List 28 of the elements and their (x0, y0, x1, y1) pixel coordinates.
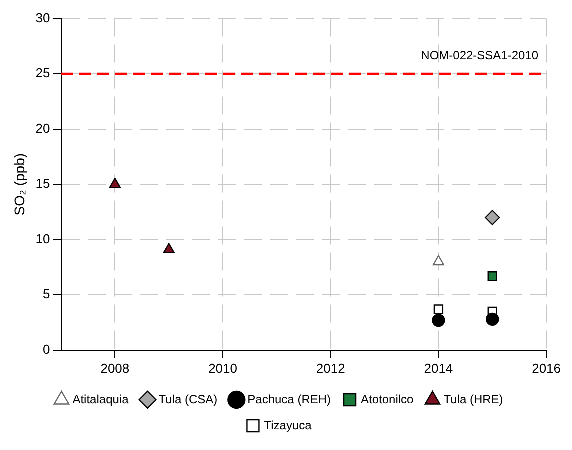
y-tick-label: 0 (43, 342, 50, 357)
point (163, 243, 175, 254)
y-tick-label: 30 (36, 10, 50, 26)
y-tick-label: 5 (43, 286, 50, 302)
legend-label: Pachuca (REH) (248, 392, 332, 406)
y-tick-label: 15 (36, 176, 50, 192)
point (434, 304, 444, 314)
x-tick-label: 2016 (532, 360, 561, 376)
y-tick-label: 25 (36, 66, 50, 81)
y-axis-title: SO₂ (ppb) (11, 153, 28, 216)
legend-label: Tula (CSA) (158, 392, 218, 406)
y-tick-label: 20 (36, 120, 50, 136)
y-tick-label: 10 (36, 231, 50, 246)
legend-label: Tula (HRE) (444, 392, 504, 406)
point (432, 314, 446, 328)
legend-label: Tizayuca (264, 418, 312, 432)
x-tick-label: 2008 (100, 360, 130, 376)
point (486, 312, 500, 326)
x-tick-label: 2014 (424, 360, 454, 376)
point (109, 178, 121, 188)
point (432, 255, 444, 266)
legend-label: Atotonilco (361, 392, 414, 406)
ref-line-label: NOM-022-SSA1-2010 (421, 48, 539, 62)
point (485, 210, 500, 226)
legend-label: Atitalaquia (72, 392, 130, 406)
x-tick-label: 2012 (316, 360, 346, 376)
point (488, 272, 498, 282)
x-tick-label: 2010 (208, 360, 238, 376)
